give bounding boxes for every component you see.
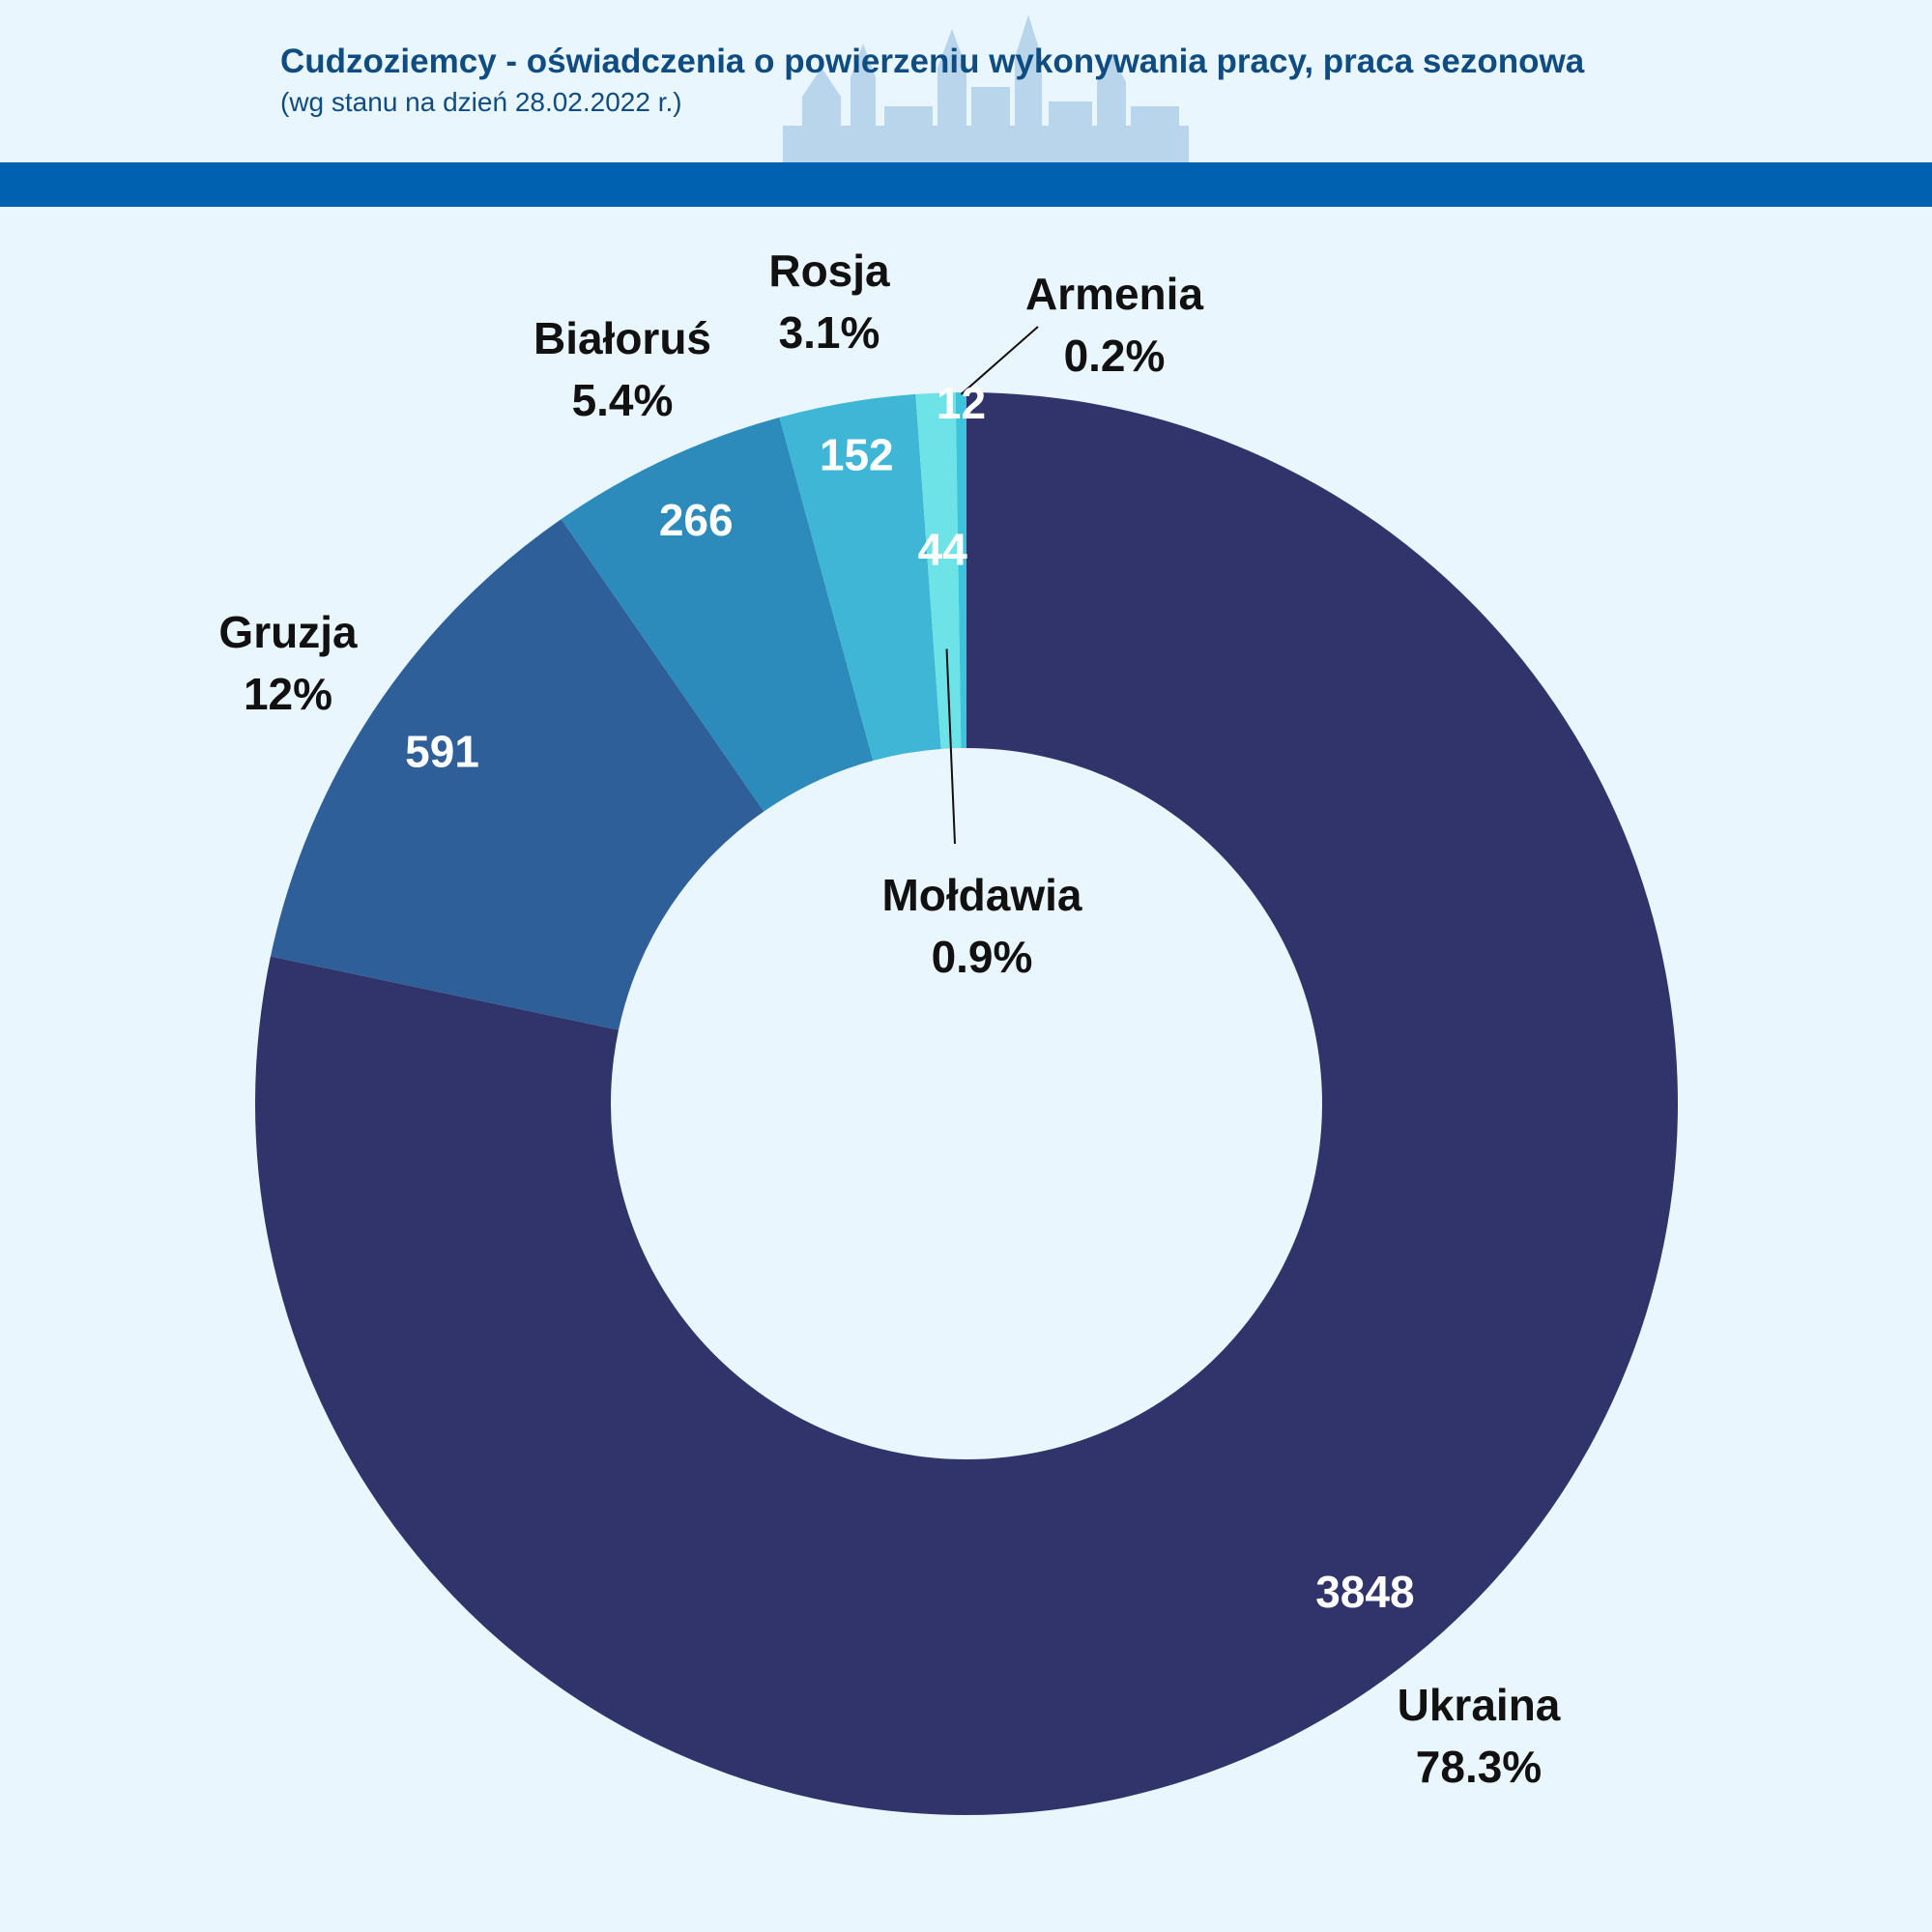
slice-rosja (779, 393, 941, 761)
city-skyline-icon (783, 14, 1189, 164)
chart-slices (254, 392, 1679, 1815)
category-label-ukraina: Ukraina (1398, 1680, 1561, 1730)
value-label-moldawia: 44 (918, 524, 968, 574)
page-subtitle: (wg stanu na dzień 28.02.2022 r.) (280, 87, 682, 117)
leader-line-moldawia (945, 649, 956, 845)
value-label-armenia: 12 (937, 378, 986, 428)
page-title: Cudzoziemcy - oświadczenia o powierzeniu… (280, 43, 1585, 80)
slice-gruzja (270, 519, 764, 1030)
header: Cudzoziemcy - oświadczenia o powierzeniu… (0, 0, 1932, 164)
slice-armenia (955, 392, 966, 749)
percent-label-ukraina: 78.3% (1416, 1742, 1542, 1792)
leader-line-armenia (960, 326, 1039, 395)
slice-ukraina (254, 392, 1679, 1815)
value-label-ukraina: 3848 (1315, 1567, 1414, 1617)
percent-label-bialorus: 5.4% (572, 375, 674, 425)
category-label-rosja: Rosja (768, 245, 890, 296)
chart-leader-lines (945, 326, 1039, 845)
value-label-bialorus: 266 (659, 495, 734, 545)
header-band (0, 162, 1932, 207)
slice-moldawia (915, 392, 962, 749)
category-label-armenia: Armenia (1025, 269, 1203, 319)
value-label-rosja: 152 (820, 430, 894, 480)
category-label-gruzja: Gruzja (218, 607, 358, 657)
percent-label-moldawia: 0.9% (932, 932, 1033, 982)
percent-label-gruzja: 12% (244, 669, 332, 719)
slice-bialorus (561, 417, 874, 812)
value-label-gruzja: 591 (405, 727, 479, 777)
chart-labels: 3848 Ukraina 78.3% 591 Gruzja 12% 266 Białoruś 5… (218, 245, 1560, 1792)
category-label-bialorus: Białoruś (533, 313, 711, 363)
percent-label-armenia: 0.2% (1064, 331, 1166, 381)
category-label-moldawia: Mołdawia (881, 870, 1081, 920)
percent-label-rosja: 3.1% (779, 307, 880, 358)
